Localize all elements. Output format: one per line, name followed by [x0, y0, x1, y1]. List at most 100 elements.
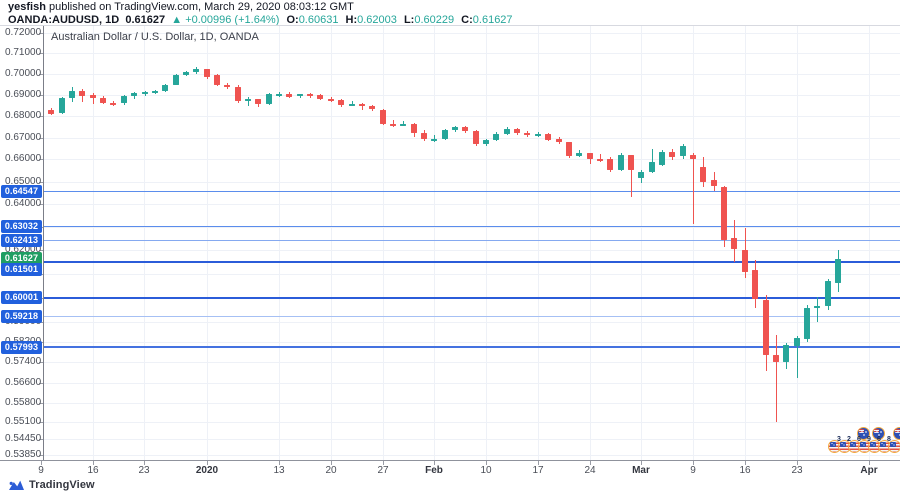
- h-gridline: [44, 227, 900, 228]
- au-flag-emoji-icon[interactable]: [857, 427, 870, 440]
- candle-wick: [403, 121, 404, 126]
- us-flag-emoji-icon[interactable]: [868, 440, 881, 453]
- price-tick: [39, 455, 43, 456]
- chart-plot-area[interactable]: Australian Dollar / U.S. Dollar, 1D, OAN…: [44, 26, 900, 460]
- candle: [628, 155, 634, 170]
- header-separator: [0, 25, 900, 26]
- au-flag-emoji-icon[interactable]: [893, 427, 900, 440]
- v-gridline: [486, 26, 487, 460]
- price-label: 0.55100: [5, 416, 42, 427]
- h-gridline: [44, 182, 900, 183]
- candle: [152, 91, 158, 93]
- candle: [110, 103, 116, 105]
- time-tick: [207, 461, 208, 465]
- high-value: 0.62003: [357, 14, 397, 26]
- candle: [597, 159, 603, 161]
- candle: [742, 250, 748, 272]
- price-badge: 0.64547: [1, 185, 42, 198]
- candle: [483, 140, 489, 144]
- price-level-line: [44, 226, 900, 227]
- candle: [79, 91, 85, 96]
- candle: [162, 85, 168, 91]
- price-tick: [39, 159, 43, 160]
- candle: [276, 94, 282, 96]
- time-label: 2020: [195, 465, 219, 476]
- candle: [359, 104, 365, 106]
- price-tick: [39, 182, 43, 183]
- h-gridline: [44, 116, 900, 117]
- au-flag-emoji-icon[interactable]: [872, 427, 885, 440]
- candle: [690, 155, 696, 159]
- time-tick: [434, 461, 435, 465]
- time-label: 16: [739, 465, 751, 476]
- time-axis[interactable]: 9 16 23 2020 13 20 27 Feb 10 17 24 Mar 9 16 23 Apr: [0, 460, 900, 476]
- tradingview-logo-icon: [9, 480, 24, 490]
- time-tick: [383, 461, 384, 465]
- candle: [235, 87, 241, 101]
- candle-wick: [817, 297, 818, 322]
- tradingview-logo-text: TradingView: [29, 479, 95, 491]
- publish-text: published on TradingView.com, March 29, …: [45, 1, 354, 13]
- price-axis[interactable]: 0.72000 0.71000 0.70000 0.69000 0.68000 0.670…: [0, 26, 44, 460]
- candle: [607, 159, 613, 170]
- time-tick: [144, 461, 145, 465]
- candle: [814, 306, 820, 308]
- candle: [183, 72, 189, 75]
- us-flag-emoji-icon[interactable]: [888, 440, 900, 453]
- time-label: Feb: [425, 465, 443, 476]
- time-label: 20: [325, 465, 337, 476]
- price-change: ▲ +0.00996 (+1.64%): [171, 14, 280, 26]
- h-gridline: [44, 53, 900, 54]
- open-label: O:: [286, 14, 299, 26]
- candle: [431, 139, 437, 141]
- price-label: 0.64000: [5, 198, 42, 209]
- v-gridline: [93, 26, 94, 460]
- price-label: 0.69000: [5, 89, 42, 100]
- time-tick: [590, 461, 591, 465]
- v-gridline: [144, 26, 145, 460]
- candle: [442, 130, 448, 139]
- price-tick: [39, 204, 43, 205]
- candle: [121, 96, 127, 103]
- h-gridline: [44, 138, 900, 139]
- candle: [390, 124, 396, 126]
- v-gridline: [641, 26, 642, 460]
- candle: [545, 134, 551, 140]
- emoji-count: 6: [877, 436, 881, 443]
- time-tick: [745, 461, 746, 465]
- candle: [142, 92, 148, 94]
- emoji-count: 9: [867, 436, 871, 443]
- candle: [173, 75, 179, 85]
- candle: [380, 110, 386, 124]
- candle: [794, 338, 800, 346]
- candle-wick: [797, 336, 798, 378]
- v-gridline: [590, 26, 591, 460]
- candle: [204, 69, 210, 77]
- time-label: 9: [690, 465, 696, 476]
- price-label: 0.70000: [5, 68, 42, 79]
- candle: [349, 104, 355, 106]
- v-gridline: [207, 26, 208, 460]
- candle-wick: [631, 155, 632, 197]
- candle: [224, 85, 230, 87]
- h-gridline: [44, 274, 900, 275]
- time-label: Mar: [632, 465, 650, 476]
- candle: [90, 95, 96, 98]
- tradingview-logo[interactable]: TradingView: [8, 479, 95, 491]
- candle-wick: [693, 153, 694, 224]
- h-gridline: [44, 403, 900, 404]
- candle: [524, 133, 530, 135]
- v-gridline: [538, 26, 539, 460]
- candle: [131, 93, 137, 96]
- candle: [493, 134, 499, 140]
- candle-wick: [600, 154, 601, 162]
- candle: [421, 133, 427, 139]
- candle: [566, 142, 572, 156]
- price-level-line: [44, 297, 900, 299]
- candle: [307, 94, 313, 96]
- price-badge: 0.62413: [1, 234, 42, 247]
- h-gridline: [44, 439, 900, 440]
- price-level-line: [44, 191, 900, 192]
- h-gridline: [44, 250, 900, 251]
- time-label: 10: [480, 465, 492, 476]
